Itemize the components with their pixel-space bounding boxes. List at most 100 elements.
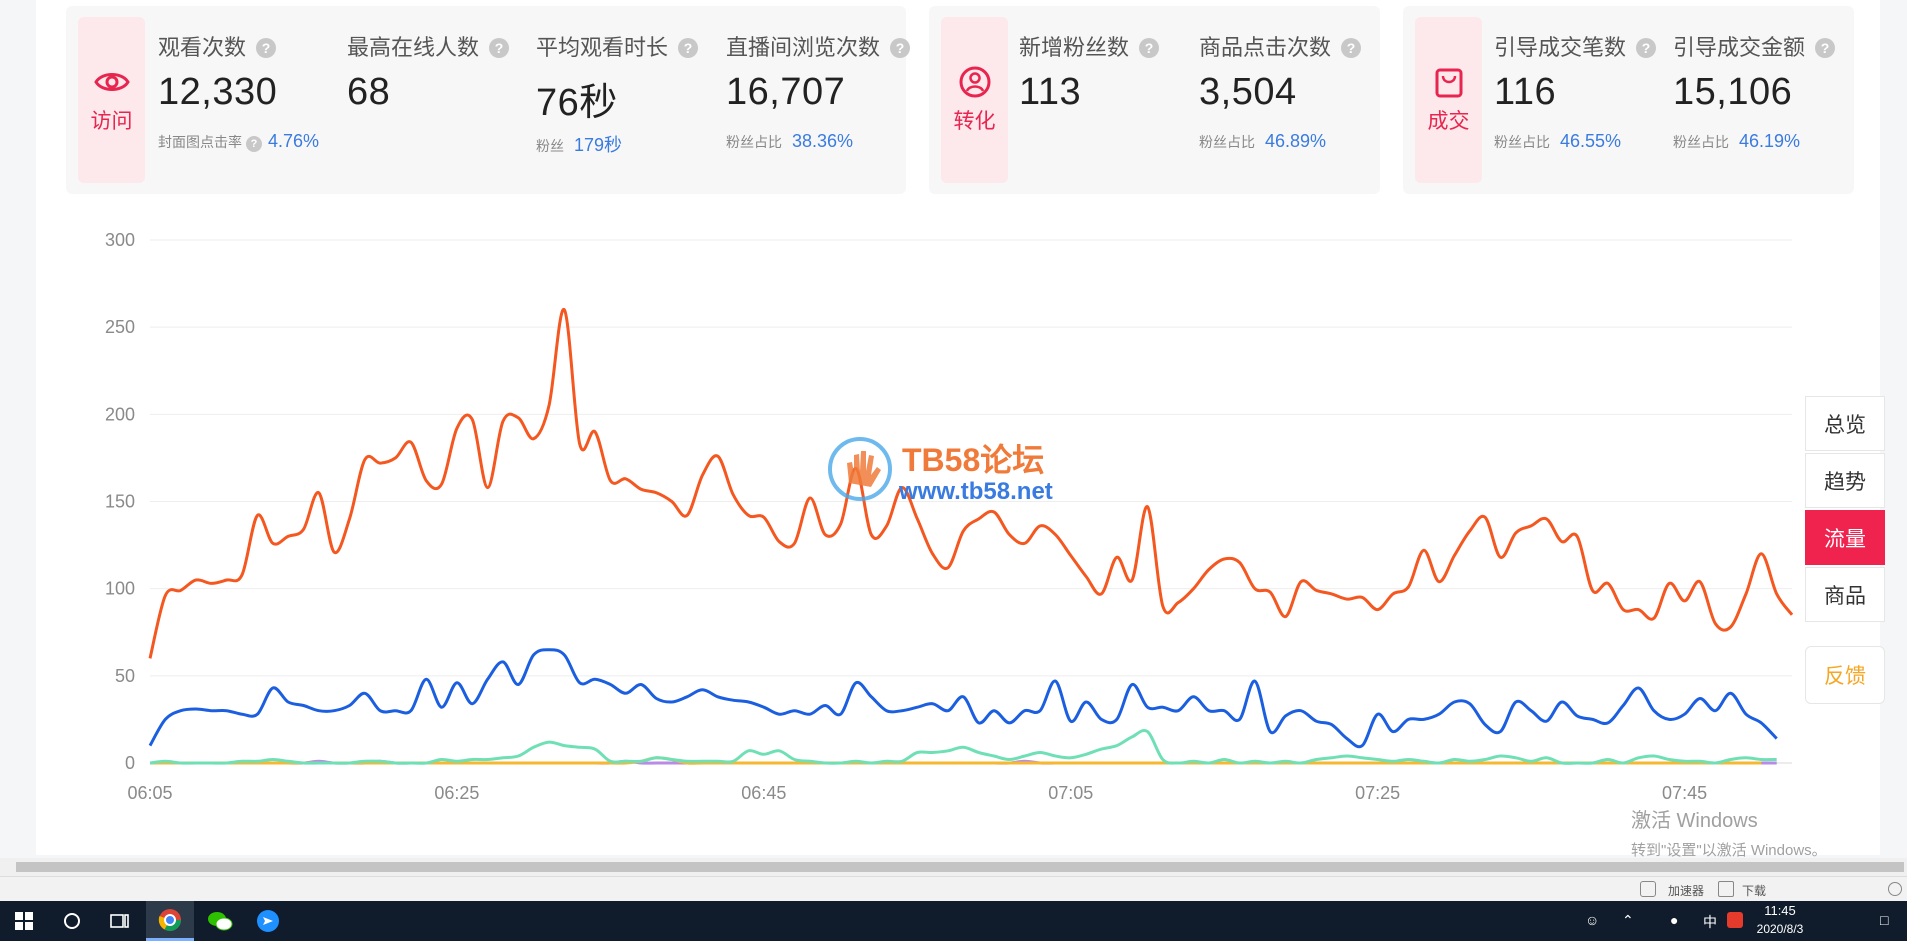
metric-sub-label: 粉丝占比 bbox=[726, 134, 782, 150]
side-nav-label: 流量 bbox=[1824, 527, 1866, 551]
user-convert-icon bbox=[959, 66, 990, 98]
traffic-line-chart: 0 50 100 150 200 250 300 06:05 06:25 06:45 07:05 07… bbox=[105, 230, 1794, 803]
x-tick-label: 07:45 bbox=[1662, 783, 1707, 803]
notification-icon[interactable]: □ bbox=[1880, 912, 1889, 928]
shopping-bag-icon bbox=[1435, 68, 1462, 98]
metric-label: 直播间浏览次数 bbox=[726, 35, 881, 60]
download-label[interactable]: 下载 bbox=[1742, 884, 1767, 898]
metric-sub-value: 179秒 bbox=[574, 135, 623, 155]
deal-card: 成交 引导成交笔数? 116 粉丝占比 46.55% 引导成交金额? 15,106… bbox=[1403, 6, 1854, 194]
feedback-button[interactable]: 反馈 bbox=[1805, 646, 1885, 704]
people-icon[interactable]: ☺ bbox=[1585, 912, 1600, 928]
side-nav-label: 商品 bbox=[1824, 584, 1866, 608]
feedback-label: 反馈 bbox=[1824, 665, 1866, 688]
task-view-icon[interactable] bbox=[96, 901, 144, 941]
help-icon[interactable]: ? bbox=[1341, 38, 1362, 58]
y-tick-label: 300 bbox=[105, 230, 135, 250]
windows-start-icon[interactable] bbox=[0, 901, 48, 941]
help-icon[interactable]: ? bbox=[1636, 38, 1657, 58]
metric-sub-label: 粉丝占比 bbox=[1673, 134, 1729, 150]
metric-label: 新增粉丝数 bbox=[1019, 35, 1130, 60]
metric-sub-value: 38.36% bbox=[792, 131, 854, 151]
metric-sub-value: 46.55% bbox=[1560, 131, 1622, 151]
x-tick-label: 06:05 bbox=[127, 783, 172, 803]
browser-statusbar: 加速器 下载 bbox=[0, 876, 1907, 901]
activate-line1: 激活 Windows bbox=[1631, 810, 1758, 832]
metric-value: 16,707 bbox=[726, 71, 846, 113]
deal-label: 成交 bbox=[1427, 110, 1470, 133]
activate-windows-notice: 激活 Windows 转到"设置"以激活 Windows。 bbox=[1631, 804, 1827, 860]
accelerator-icon[interactable] bbox=[1640, 881, 1656, 897]
forum-watermark: TB58论坛 www.tb58.net bbox=[827, 433, 1087, 505]
conversion-card: 转化 新增粉丝数? 113 商品点击次数? 3,504 粉丝占比 46.89% bbox=[929, 6, 1380, 194]
metric-label: 观看次数 bbox=[158, 35, 247, 60]
clock-time: 11:45 bbox=[1764, 903, 1796, 918]
metric-value: 3,504 bbox=[1199, 71, 1297, 113]
download-icon[interactable] bbox=[1718, 881, 1734, 897]
visit-icon-box: 访问 bbox=[78, 17, 145, 183]
help-icon[interactable]: ? bbox=[1139, 38, 1160, 58]
windows-taskbar: ☺ ⌃ ● 中 11:45 2020/8/3 □ bbox=[0, 901, 1907, 941]
ime-label[interactable]: 中 bbox=[1703, 914, 1717, 930]
side-nav-trend[interactable]: 趋势 bbox=[1805, 453, 1885, 508]
y-tick-label: 100 bbox=[105, 579, 135, 599]
help-icon[interactable]: ? bbox=[256, 38, 277, 58]
messenger-app-icon[interactable] bbox=[244, 901, 292, 941]
metric-sub-label: 粉丝占比 bbox=[1199, 134, 1255, 150]
search-icon[interactable] bbox=[48, 901, 96, 941]
watermark-url: www.tb58.net bbox=[899, 478, 1053, 505]
series-line-1 bbox=[148, 648, 1778, 749]
metric-sub-value: 4.76% bbox=[268, 131, 320, 151]
scrollbar-thumb[interactable] bbox=[16, 862, 1904, 872]
y-tick-label: 200 bbox=[105, 404, 135, 424]
y-tick-label: 150 bbox=[105, 492, 135, 512]
help-icon[interactable]: ? bbox=[489, 38, 510, 58]
y-tick-label: 250 bbox=[105, 317, 135, 337]
watermark-title: TB58论坛 bbox=[902, 442, 1045, 478]
metric-value: 113 bbox=[1019, 71, 1082, 113]
chrome-icon[interactable] bbox=[146, 901, 194, 941]
series-line-0 bbox=[148, 308, 1794, 659]
help-icon[interactable]: ? bbox=[1815, 38, 1836, 58]
series-line-2 bbox=[149, 728, 1777, 765]
clock-date: 2020/8/3 bbox=[1756, 922, 1804, 936]
metric-value: 116 bbox=[1494, 71, 1557, 113]
x-tick-label: 06:45 bbox=[741, 783, 786, 803]
zoom-icon[interactable] bbox=[1888, 882, 1902, 896]
metric-value: 76秒 bbox=[536, 82, 618, 124]
side-nav-label: 总览 bbox=[1824, 413, 1866, 437]
metric-sub-label: 粉丝占比 bbox=[1494, 134, 1550, 150]
x-tick-label: 07:05 bbox=[1048, 783, 1093, 803]
wechat-icon[interactable] bbox=[196, 901, 244, 941]
y-tick-label: 0 bbox=[125, 753, 135, 773]
side-nav-label: 趋势 bbox=[1824, 470, 1866, 494]
horizontal-scrollbar[interactable] bbox=[0, 858, 1907, 876]
metric-label: 最高在线人数 bbox=[347, 35, 480, 60]
side-nav-product[interactable]: 商品 bbox=[1805, 567, 1885, 622]
side-nav-traffic[interactable]: 流量 bbox=[1805, 510, 1885, 565]
tray-chevron-icon[interactable]: ⌃ bbox=[1622, 912, 1634, 928]
metric-label: 平均观看时长 bbox=[536, 35, 669, 60]
eye-icon bbox=[93, 73, 130, 91]
metric-sub-value: 46.19% bbox=[1739, 131, 1801, 151]
accelerator-label[interactable]: 加速器 bbox=[1668, 884, 1705, 898]
sogou-icon[interactable] bbox=[1727, 912, 1743, 928]
help-icon[interactable]: ? bbox=[890, 38, 911, 58]
metric-label: 引导成交金额 bbox=[1673, 35, 1806, 60]
help-icon[interactable]: ? bbox=[678, 38, 699, 58]
metric-value: 15,106 bbox=[1673, 71, 1793, 113]
metric-sub-value: 46.89% bbox=[1265, 131, 1327, 151]
network-icon[interactable]: ● bbox=[1670, 912, 1679, 928]
conversion-label: 转化 bbox=[953, 110, 996, 133]
conversion-icon-box: 转化 bbox=[941, 17, 1008, 183]
metric-sub-label: 粉丝 bbox=[536, 138, 564, 154]
metric-sub-label: 封面图点击率 bbox=[158, 134, 242, 150]
visit-label: 访问 bbox=[90, 110, 133, 133]
side-nav-overview[interactable]: 总览 bbox=[1805, 396, 1885, 451]
visit-card: 访问 观看次数? 12,330 封面图点击率? 4.76% 最高在线人数? 68 … bbox=[66, 6, 911, 194]
clock[interactable]: 11:45 2020/8/3 bbox=[1740, 903, 1820, 936]
metric-label: 商品点击次数 bbox=[1199, 35, 1332, 60]
metric-value: 12,330 bbox=[158, 71, 278, 113]
help-icon[interactable]: ? bbox=[246, 136, 262, 152]
metric-label: 引导成交笔数 bbox=[1494, 35, 1627, 60]
